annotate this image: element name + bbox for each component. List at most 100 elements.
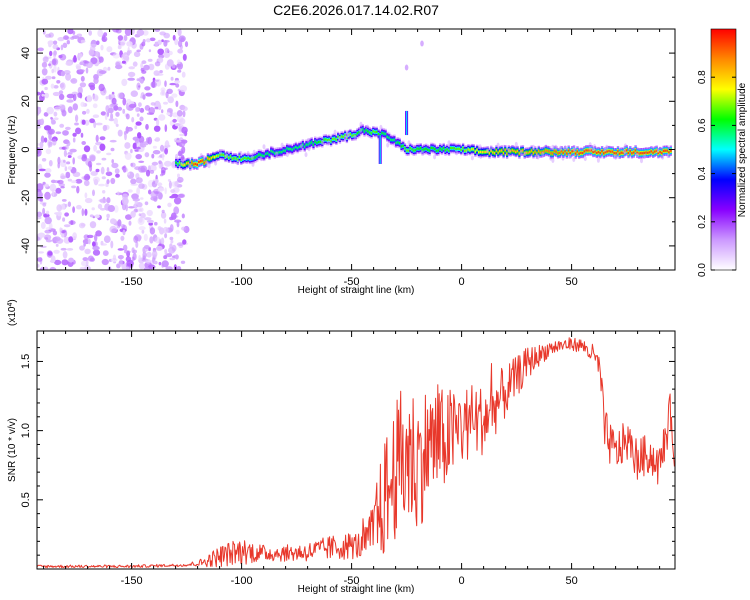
heatmap-cell bbox=[140, 62, 144, 69]
heatmap-cell bbox=[530, 149, 533, 152]
heatmap-cell bbox=[174, 123, 181, 127]
heatmap-cell bbox=[179, 133, 185, 137]
heatmap-cell bbox=[164, 80, 167, 87]
heatmap-cell bbox=[472, 148, 475, 151]
heatmap-cell bbox=[537, 149, 540, 153]
heatmap-cell bbox=[49, 50, 53, 57]
heatmap-cell bbox=[631, 152, 633, 155]
heatmap-cell bbox=[647, 151, 649, 154]
heatmap-cell bbox=[50, 255, 56, 263]
heatmap-cell bbox=[159, 144, 165, 152]
heatmap-cell bbox=[45, 168, 52, 174]
heatmap-cell bbox=[37, 147, 41, 155]
heatmap-cell bbox=[228, 156, 230, 159]
heatmap-cell bbox=[659, 151, 662, 154]
heatmap-cell bbox=[78, 53, 83, 58]
heatmap-cell bbox=[604, 151, 607, 154]
heatmap-cell bbox=[559, 145, 562, 151]
heatmap-cell bbox=[50, 138, 56, 142]
heatmap-cell bbox=[78, 39, 81, 44]
heatmap-cell bbox=[146, 112, 154, 115]
heatmap-cell bbox=[138, 254, 141, 261]
heatmap-cell bbox=[144, 86, 151, 91]
y-scale-prefix: (x10 bbox=[7, 306, 18, 326]
heatmap-cell bbox=[118, 39, 121, 45]
heatmap-cell bbox=[170, 189, 176, 194]
heatmap-cell bbox=[203, 161, 206, 164]
heatmap-cell bbox=[144, 217, 152, 221]
heatmap-cell bbox=[76, 204, 82, 210]
heatmap-cell bbox=[78, 222, 86, 229]
heatmap-cell bbox=[88, 30, 92, 36]
heatmap-cell bbox=[164, 249, 168, 253]
y-tick-label: 40 bbox=[20, 47, 32, 59]
heatmap-cell bbox=[160, 211, 167, 219]
heatmap-cell bbox=[557, 152, 559, 155]
heatmap-cell bbox=[259, 153, 262, 156]
heatmap-cell bbox=[177, 48, 184, 54]
heatmap-cell bbox=[304, 152, 308, 158]
heatmap-cell bbox=[543, 150, 545, 153]
heatmap-cell bbox=[156, 245, 163, 251]
heatmap-cell bbox=[356, 132, 359, 135]
heatmap-cell bbox=[125, 102, 129, 110]
heatmap-cell bbox=[80, 132, 84, 138]
heatmap-cell bbox=[119, 39, 126, 47]
heatmap-cell bbox=[379, 124, 383, 130]
heatmap-cell bbox=[97, 29, 104, 37]
heatmap-cell bbox=[95, 162, 102, 166]
heatmap-cell bbox=[247, 157, 250, 160]
heatmap-cell bbox=[507, 147, 511, 153]
heatmap-cell bbox=[44, 172, 51, 178]
heatmap-cell bbox=[138, 226, 146, 231]
heatmap-cell bbox=[580, 151, 582, 154]
heatmap-cell bbox=[65, 126, 71, 131]
heatmap-cell bbox=[375, 130, 378, 133]
heatmap-cell bbox=[588, 145, 592, 151]
heatmap-cell bbox=[256, 155, 259, 158]
heatmap-cell bbox=[180, 159, 184, 165]
heatmap-cell bbox=[92, 94, 99, 102]
heatmap-cell bbox=[40, 221, 46, 230]
heatmap-cell bbox=[218, 149, 222, 155]
heatmap-cell bbox=[132, 61, 138, 67]
heatmap-cell bbox=[136, 29, 145, 36]
figure-title: C2E6.2026.017.14.02.R07 bbox=[273, 2, 439, 18]
heatmap-cell bbox=[381, 131, 383, 135]
heatmap-cell bbox=[139, 142, 144, 147]
heatmap-cell bbox=[161, 260, 169, 268]
heatmap-cell bbox=[603, 152, 605, 155]
bottom-y-axis-label: SNR (10 * v/v) bbox=[7, 418, 18, 482]
heatmap-cell bbox=[569, 152, 572, 155]
heatmap-cell bbox=[625, 149, 628, 152]
heatmap-cell bbox=[100, 44, 104, 51]
heatmap-cell bbox=[117, 44, 122, 50]
heatmap-cell bbox=[136, 49, 141, 53]
heatmap-cell bbox=[92, 189, 95, 197]
y-tick-label: 1.5 bbox=[20, 354, 32, 369]
heatmap-cell bbox=[39, 141, 44, 149]
heatmap-cell bbox=[108, 118, 115, 122]
heatmap-cell bbox=[37, 106, 42, 115]
heatmap-cell bbox=[305, 143, 308, 146]
heatmap-cell bbox=[634, 149, 637, 152]
heatmap-cell bbox=[599, 152, 602, 155]
heatmap-cell bbox=[111, 162, 119, 169]
heatmap-cell bbox=[279, 151, 281, 154]
heatmap-cell bbox=[154, 236, 161, 244]
heatmap-cell bbox=[109, 139, 117, 143]
heatmap-cell bbox=[221, 153, 223, 156]
heatmap-cell bbox=[180, 260, 186, 264]
heatmap-cell bbox=[130, 178, 137, 185]
heatmap-cell bbox=[240, 158, 243, 161]
heatmap-cell bbox=[145, 38, 151, 43]
heatmap-cell bbox=[574, 152, 577, 155]
heatmap-cell bbox=[53, 65, 57, 73]
colorbar-tick-label: 0.6 bbox=[697, 118, 708, 132]
heatmap-cell bbox=[158, 104, 162, 111]
heatmap-cell bbox=[102, 124, 108, 132]
heatmap-cell bbox=[66, 161, 71, 165]
y-tick-label: 1.0 bbox=[20, 423, 32, 438]
heatmap-cell bbox=[131, 256, 135, 262]
heatmap-cell bbox=[532, 144, 535, 150]
